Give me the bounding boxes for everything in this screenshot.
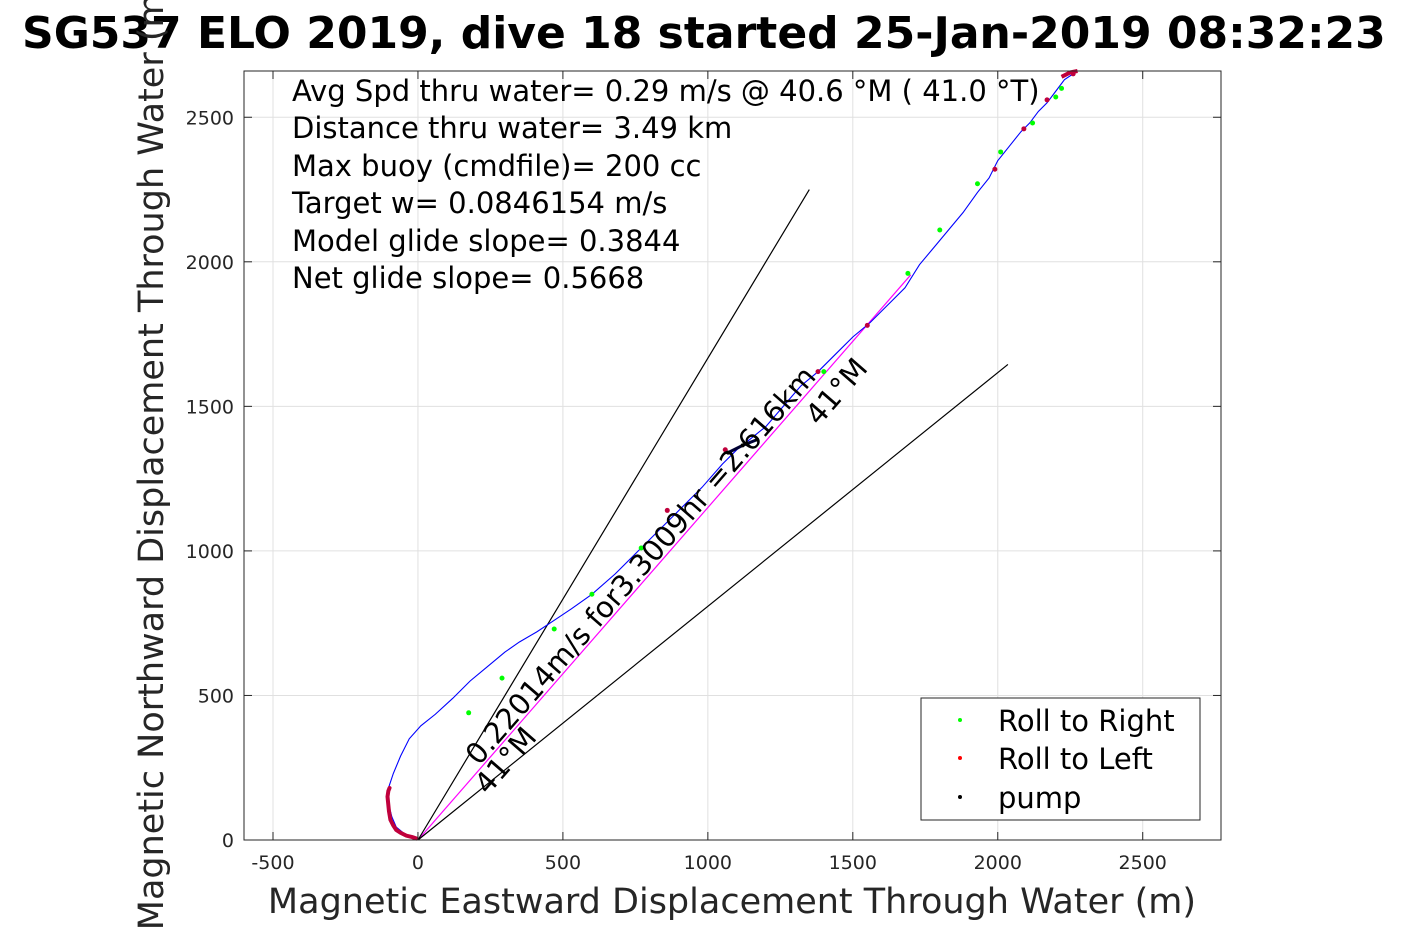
x-tick-label: 500 xyxy=(545,852,581,874)
y-tick-label: 2500 xyxy=(186,107,234,129)
annotation-target-w: Target w= 0.0846154 m/s xyxy=(291,186,667,220)
legend-marker-roll-left xyxy=(958,756,962,760)
annotation-net-glide: Net glide slope= 0.5668 xyxy=(292,261,644,295)
y-tick-label: 1500 xyxy=(186,396,234,418)
roll-left-point xyxy=(992,166,998,172)
roll-right-point xyxy=(937,227,943,233)
roll-right-point xyxy=(905,270,911,276)
legend-box xyxy=(920,697,1201,821)
track-line xyxy=(386,73,1074,841)
legend-label-roll-left: Roll to Left xyxy=(998,742,1153,776)
x-tick-label: 2000 xyxy=(974,852,1022,874)
pump-point xyxy=(740,443,745,448)
reference-line-upper-bound xyxy=(417,189,810,841)
roll-right-point xyxy=(466,710,472,716)
roll-left-point xyxy=(1070,71,1076,77)
roll-left-point xyxy=(722,447,728,453)
x-tick-label: 0 xyxy=(412,852,424,874)
x-axis-label: Magnetic Eastward Displacement Through W… xyxy=(268,882,1196,922)
annotation-distance: Distance thru water= 3.49 km xyxy=(292,111,732,145)
legend-label-roll-right: Roll to Right xyxy=(998,704,1175,738)
legend-label-pump: pump xyxy=(998,781,1081,815)
roll-right-point xyxy=(1053,94,1059,100)
annotation-block: Avg Spd thru water= 0.29 m/s @ 40.6 °M (… xyxy=(291,74,1040,295)
reference-line-lower-bound xyxy=(417,363,1009,841)
y-axis-label: Magnetic Northward Displacement Through … xyxy=(132,0,172,930)
chart-grid xyxy=(244,71,1221,841)
roll-left-point xyxy=(664,507,670,513)
annotation-avg-speed: Avg Spd thru water= 0.29 m/s @ 40.6 °M (… xyxy=(292,74,1040,108)
roll-right-point xyxy=(821,369,827,375)
roll-left-point xyxy=(864,322,870,328)
chart-series xyxy=(385,69,1078,841)
legend-marker-roll-right xyxy=(958,718,962,722)
x-tick-label: 1000 xyxy=(684,852,732,874)
roll-left-point xyxy=(1044,97,1050,103)
roll-right-point xyxy=(974,181,980,187)
y-tick-label: 2000 xyxy=(186,252,234,274)
x-tick-label: -500 xyxy=(251,852,294,874)
pump-point xyxy=(726,450,731,455)
legend: Roll to Right Roll to Left pump xyxy=(920,697,1201,821)
y-tick-label: 0 xyxy=(222,830,234,852)
legend-marker-pump xyxy=(958,795,962,799)
chart-title: SG537 ELO 2019, dive 18 started 25-Jan-2… xyxy=(22,8,1386,59)
roll-right-point xyxy=(499,675,505,681)
reference-line-heading xyxy=(417,274,912,841)
axis-ticks: -500 0 500 1000 1500 2000 2500 0 500 1000 1500 2000… xyxy=(186,71,1221,874)
annotation-max-buoy: Max buoy (cmdfile)= 200 cc xyxy=(292,149,701,183)
roll-right-point xyxy=(589,591,595,597)
roll-left-point xyxy=(1021,126,1027,132)
roll-left-cluster xyxy=(385,785,419,841)
roll-right-point xyxy=(998,149,1004,155)
chart-markers xyxy=(466,71,1076,716)
roll-right-point xyxy=(1030,120,1036,126)
roll-right-point xyxy=(551,626,557,632)
reference-lines xyxy=(417,189,1009,841)
y-tick-label: 1000 xyxy=(186,541,234,563)
roll-right-point xyxy=(638,545,644,551)
x-tick-label: 1500 xyxy=(829,852,877,874)
pump-point xyxy=(755,437,760,442)
track-speed-label: 0.22014m/s for3.3009hr =2.616km xyxy=(459,360,823,771)
annotation-model-glide: Model glide slope= 0.3844 xyxy=(292,224,680,258)
x-tick-label: 2500 xyxy=(1119,852,1167,874)
roll-left-point xyxy=(815,369,821,375)
y-tick-label: 500 xyxy=(198,685,234,707)
roll-right-point xyxy=(1059,85,1065,91)
axes-box xyxy=(243,70,1222,841)
